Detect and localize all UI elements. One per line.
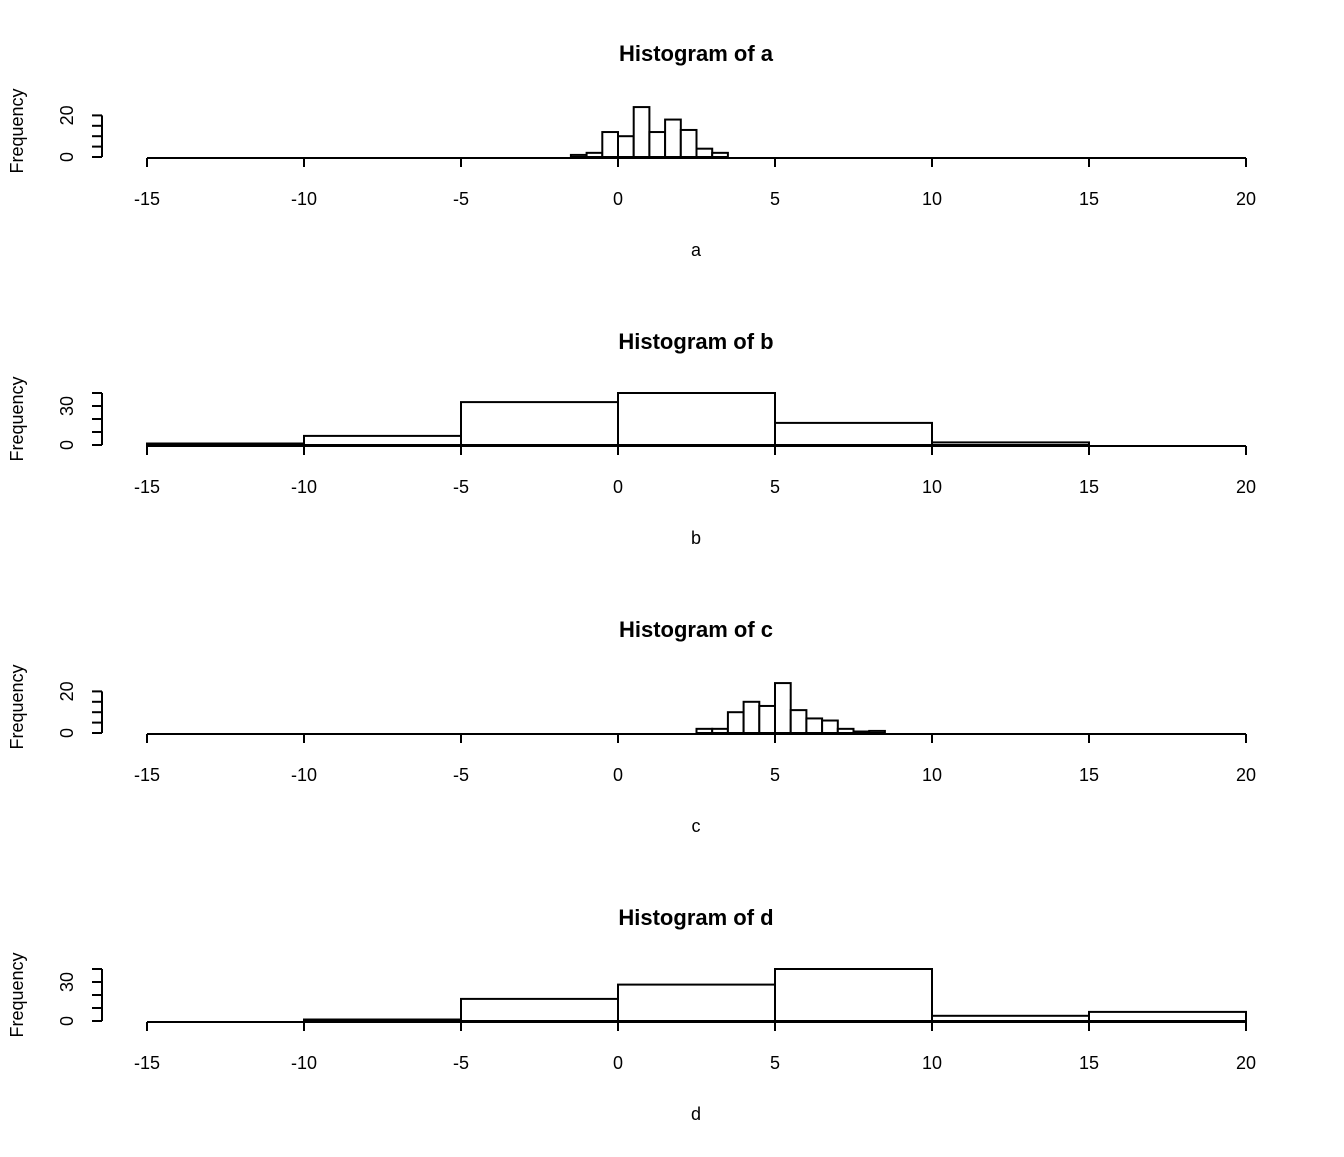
histogram-bar (569, 153, 588, 158)
histogram-bar (601, 131, 619, 158)
histogram-bar (774, 682, 792, 735)
y-tick-label: 0 (57, 440, 77, 450)
histogram-bar (617, 983, 776, 1022)
x-axis-label: b (691, 528, 701, 548)
histogram-bar (617, 392, 776, 446)
chart-title: Histogram of a (619, 41, 774, 66)
chart-title: Histogram of c (619, 617, 773, 642)
histogram-bar (758, 704, 776, 735)
x-tick-label: -15 (134, 477, 160, 497)
histogram-bar (726, 711, 745, 735)
histogram-bar (648, 131, 667, 158)
x-tick-label: 15 (1079, 765, 1099, 785)
histogram-bar (852, 730, 871, 734)
y-tick-label: 20 (57, 681, 77, 701)
x-tick-label: 5 (770, 1053, 780, 1073)
histogram-bar (695, 147, 714, 158)
histogram-bar (303, 434, 462, 446)
x-tick-label: 20 (1236, 1053, 1256, 1073)
histogram-bar (617, 135, 635, 158)
x-tick-label: 10 (922, 1053, 942, 1073)
histogram-bar (805, 717, 824, 735)
x-tick-label: 10 (922, 477, 942, 497)
x-tick-label: 0 (613, 765, 623, 785)
x-tick-label: -5 (453, 765, 469, 785)
y-tick-label: 0 (57, 728, 77, 738)
histogram-bar (632, 106, 651, 158)
x-tick-label: 15 (1079, 189, 1099, 209)
y-axis-label: Frequency (7, 88, 27, 173)
x-tick-label: -10 (291, 477, 317, 497)
histogram-panel-b: Histogram of b -15 -10 -5 0 5 10 15 20 b 0 30 Freque… (7, 329, 1256, 548)
x-tick-label: 5 (770, 765, 780, 785)
histogram-bar (774, 421, 933, 446)
histogram-panel-a: Histogram of a -15 -10 -5 0 5 10 15 20 a 0 20 Freque… (7, 41, 1256, 260)
x-tick-label: 10 (922, 189, 942, 209)
y-tick-label: 30 (57, 972, 77, 992)
x-tick-label: -5 (453, 477, 469, 497)
histogram-bar (836, 727, 855, 735)
histogram-bar (679, 128, 698, 159)
x-tick-label: 20 (1236, 189, 1256, 209)
histogram-panel-d: Histogram of d -15 -10 -5 0 5 10 15 20 d 0 30 Freque… (7, 905, 1256, 1124)
histogram-bar (711, 727, 729, 735)
x-tick-label: -10 (291, 189, 317, 209)
histogram-bar (931, 441, 1090, 446)
x-tick-label: -15 (134, 765, 160, 785)
histogram-bar (821, 719, 839, 735)
x-tick-label: 0 (613, 189, 623, 209)
x-axis-label: c (692, 816, 701, 836)
x-tick-label: 15 (1079, 477, 1099, 497)
x-tick-label: 20 (1236, 765, 1256, 785)
x-axis-label: d (691, 1104, 701, 1124)
histogram-bar (460, 401, 619, 447)
histogram-bar (774, 968, 933, 1022)
histogram-panel-c: Histogram of c -15 -10 -5 0 5 10 15 20 c 0 20 Freque… (7, 617, 1256, 836)
x-tick-label: -5 (453, 1053, 469, 1073)
x-tick-label: -10 (291, 1053, 317, 1073)
y-tick-label: 30 (57, 396, 77, 416)
histogram-bar (695, 727, 714, 735)
histogram-bar (664, 118, 682, 158)
histogram-bar (711, 151, 729, 158)
x-tick-label: -10 (291, 765, 317, 785)
x-tick-label: 0 (613, 1053, 623, 1073)
y-tick-label: 0 (57, 1016, 77, 1026)
x-tick-label: 5 (770, 477, 780, 497)
chart-title: Histogram of b (618, 329, 773, 354)
y-axis-label: Frequency (7, 664, 27, 749)
histogram-bar (1088, 1010, 1247, 1023)
y-axis-label: Frequency (7, 952, 27, 1037)
x-tick-label: 10 (922, 765, 942, 785)
x-tick-label: 5 (770, 189, 780, 209)
histogram-bar (868, 729, 886, 734)
histogram-bar (303, 1018, 462, 1022)
x-tick-label: 0 (613, 477, 623, 497)
histogram-bar (460, 997, 619, 1023)
y-axis-label: Frequency (7, 376, 27, 461)
histogram-bar (931, 1014, 1090, 1022)
histogram-bar (146, 442, 305, 446)
x-tick-label: -15 (134, 189, 160, 209)
x-tick-label: -15 (134, 1053, 160, 1073)
chart-title: Histogram of d (618, 905, 773, 930)
y-tick-label: 20 (57, 105, 77, 125)
histogram-bar (789, 709, 808, 734)
y-tick-label: 0 (57, 152, 77, 162)
histogram-bar (585, 151, 604, 158)
histogram-bar (742, 700, 761, 734)
x-tick-label: 15 (1079, 1053, 1099, 1073)
x-tick-label: -5 (453, 189, 469, 209)
x-tick-label: 20 (1236, 477, 1256, 497)
x-axis-label: a (691, 240, 702, 260)
